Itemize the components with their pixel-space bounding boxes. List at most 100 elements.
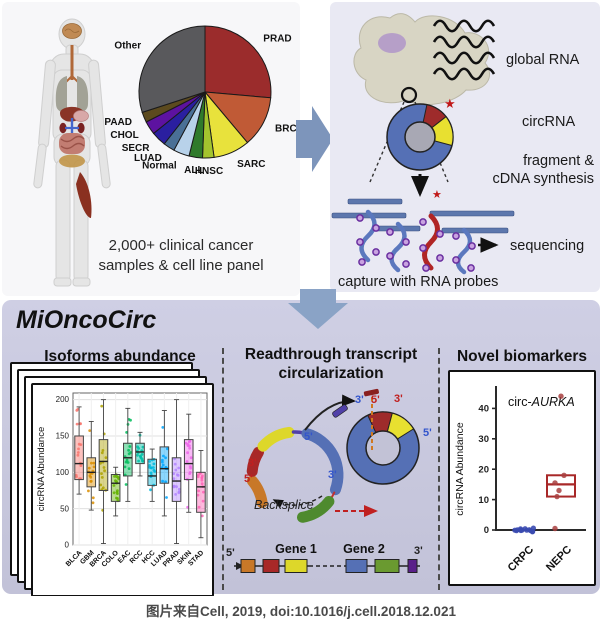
figure-caption: 图片来自Cell, 2019, doi:10.1016/j.cell.2018.… <box>146 603 456 619</box>
label-3prime-red: 3' <box>248 457 257 469</box>
readthrough-section-title: Readthrough transcript circularization <box>226 346 436 383</box>
box-COLO <box>110 466 121 517</box>
cell-icon <box>353 13 496 106</box>
star-icon: ★ <box>432 189 442 201</box>
label-circrna: circRNA <box>522 114 575 130</box>
pie-label-SARC: SARC <box>237 159 265 170</box>
box-BRCA <box>98 399 109 544</box>
probe-rings <box>356 214 476 272</box>
pie-label-Normal: Normal <box>142 161 177 172</box>
label-global-rna: global RNA <box>506 52 580 68</box>
svg-text:150: 150 <box>56 432 70 441</box>
fragments-and-probes-icon: ★ <box>331 189 515 275</box>
samples-caption-line2: samples & cell line panel <box>98 257 264 275</box>
svg-text:40: 40 <box>478 404 489 415</box>
readthrough-donut-icon <box>346 388 420 485</box>
nucleus <box>378 33 406 53</box>
circularize-arrow-icon <box>304 394 356 431</box>
pie-label-ALL: ALL <box>184 165 203 176</box>
workflow-illustration: ★ ★ <box>331 13 594 290</box>
star-icon: ★ <box>444 96 456 111</box>
label-capture: capture with RNA probes <box>338 274 498 290</box>
x-tick-NEPC: NEPC <box>544 544 574 574</box>
y-axis-label: circRNA Abundance <box>454 422 466 516</box>
mioncocirc-title: MiOncoCirc <box>16 306 157 334</box>
samples-caption-line1: 2,000+ clinical cancer <box>108 237 254 254</box>
gene2-label: Gene 2 <box>343 542 385 556</box>
backsplice-label: Backsplice <box>254 498 314 512</box>
readthrough-title-line1: Readthrough transcript <box>244 346 418 363</box>
group-CRPC <box>512 525 536 535</box>
y-axis-label: circRNA Abundance <box>36 427 47 512</box>
svg-text:20: 20 <box>478 464 489 475</box>
svg-text:100: 100 <box>56 468 70 477</box>
panel-workflow: ★ ★ <box>330 2 600 292</box>
svg-text:0: 0 <box>484 525 489 536</box>
donut-label-3prime-blue: 3' <box>355 394 364 406</box>
samples-caption: 2,000+ clinical cancer samples & cell li… <box>72 236 290 277</box>
svg-text:200: 200 <box>56 395 70 404</box>
svg-text:50: 50 <box>60 504 69 513</box>
label-sequencing: sequencing <box>510 238 584 254</box>
arrow-right-icon <box>296 106 333 172</box>
human-body-icon <box>33 18 111 287</box>
label-fragment-1: fragment & <box>523 153 594 169</box>
biomarkers-section-title: Novel biomarkers <box>456 348 588 365</box>
pie-label-PRAD: PRAD <box>263 34 291 45</box>
box-LUAD <box>159 410 170 517</box>
biomarker-axes: 0 10 20 30 40 circRNA Abundance <box>454 386 586 536</box>
box-RCC <box>135 431 145 477</box>
group-NEPC <box>546 393 576 532</box>
box-PRAD <box>171 399 182 544</box>
plot-title: circ-AURKA <box>508 395 575 409</box>
gene-track-3prime: 3' <box>414 545 423 557</box>
readthrough-diagram: 3' 5' 5' 3' Backsplice 3' 5' 3' 5' <box>226 388 432 573</box>
rna-squiggles-icon <box>432 19 496 81</box>
box-STAD <box>196 450 206 539</box>
isoforms-section-title: Isoforms abundance <box>44 348 196 365</box>
biomarker-card: 0 10 20 30 40 circRNA Abundance circ-AURKA CRPC… <box>448 370 596 586</box>
gene-track-icon: 5' 3' Gene 1 Gene 2 <box>226 542 423 573</box>
box-BLCA <box>74 406 84 495</box>
svg-text:30: 30 <box>478 434 489 445</box>
pie-label-CHOL: CHOL <box>110 130 138 141</box>
gene-track-5prime: 5' <box>226 547 235 559</box>
magnify-circle-icon <box>400 86 418 104</box>
svg-text:0: 0 <box>65 541 70 550</box>
pie-label-PAAD: PAAD <box>104 117 132 128</box>
pie-label-SECR: SECR <box>122 143 151 154</box>
svg-text:10: 10 <box>478 495 489 506</box>
dashed-separator <box>222 348 224 590</box>
dashed-separator <box>438 348 440 590</box>
label-5prime-blue: 5' <box>304 431 313 443</box>
caption-bar: 图片来自Cell, 2019, doi:10.1016/j.cell.2018.… <box>0 596 602 623</box>
pie-label-BRCA: BRCA <box>275 124 300 135</box>
box-EAC <box>123 407 133 502</box>
readthrough-title-line2: circularization <box>278 364 384 382</box>
donut-label-3prime-red: 3' <box>394 393 403 405</box>
organs <box>55 23 92 218</box>
donut-label-5prime-red: 5' <box>371 394 380 406</box>
arrow-down-icon <box>288 289 348 329</box>
label-3prime-blue: 3' <box>328 469 337 481</box>
donut-label-5prime-blue: 5' <box>423 427 432 439</box>
label-fragment-2: cDNA synthesis <box>492 171 594 187</box>
backsplice-arc-icon <box>246 426 344 523</box>
x-tick-CRPC: CRPC <box>506 544 537 575</box>
circrna-donut-icon: ★ <box>386 96 456 171</box>
pie-label-HNSC: HNSC <box>195 166 223 177</box>
box-HCC <box>147 448 157 502</box>
panel-mioncocirc: MiOncoCirc Isoforms abundance Readthroug… <box>2 300 600 597</box>
pie-label-LUAD: LUAD <box>134 153 162 164</box>
biomarker-plot: 0 10 20 30 40 circRNA Abundance circ-AURKA CRPC… <box>454 386 586 575</box>
pie-slice-PRAD <box>204 25 272 99</box>
box-GBM <box>86 420 97 511</box>
pie-label-Other: Other <box>114 41 141 52</box>
gene1-label: Gene 1 <box>275 542 317 556</box>
